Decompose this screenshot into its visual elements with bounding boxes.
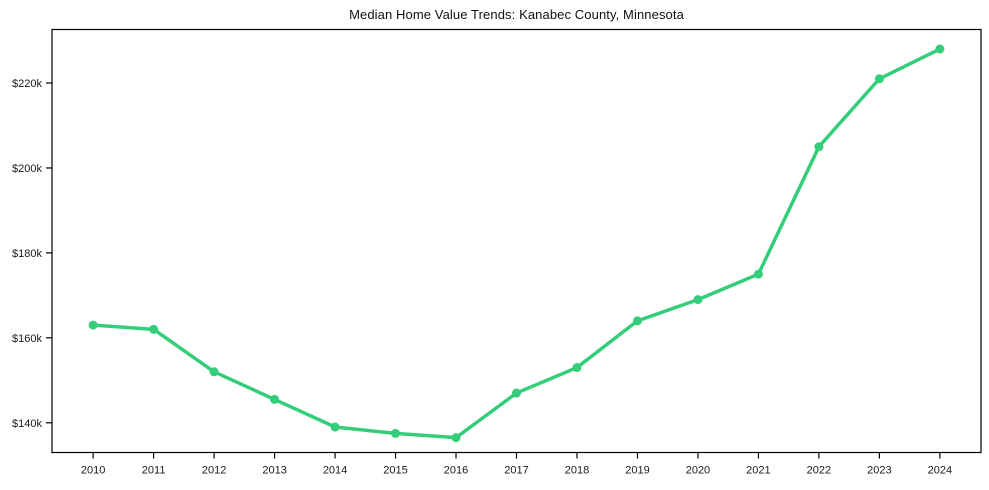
y-tick-label: $220k <box>12 78 42 90</box>
x-tick-label: 2012 <box>202 465 226 477</box>
x-tick-label: 2013 <box>262 465 286 477</box>
data-point-marker <box>814 142 824 152</box>
data-point-marker <box>632 316 642 326</box>
chart-title: Median Home Value Trends: Kanabec County… <box>349 7 684 22</box>
x-tick-label: 2017 <box>504 465 528 477</box>
x-tick-label: 2010 <box>81 465 105 477</box>
y-tick-label: $160k <box>12 333 42 345</box>
x-tick-label: 2020 <box>686 465 710 477</box>
x-tick-label: 2018 <box>565 465 589 477</box>
data-point-marker <box>209 367 219 377</box>
data-point-marker <box>88 320 98 330</box>
data-point-marker <box>572 363 582 373</box>
data-point-marker <box>693 295 703 305</box>
data-point-marker <box>149 324 159 334</box>
data-point-marker <box>753 269 763 279</box>
data-point-marker <box>512 388 521 398</box>
y-tick-label: $180k <box>12 248 42 260</box>
data-point-marker <box>270 394 280 404</box>
x-tick-label: 2023 <box>867 465 891 477</box>
data-point-marker <box>330 422 340 432</box>
x-tick-label: 2016 <box>444 465 468 477</box>
data-point-marker <box>451 433 461 443</box>
data-point-marker <box>391 428 401 438</box>
x-tick-label: 2021 <box>746 465 770 477</box>
x-tick-label: 2015 <box>383 465 407 477</box>
data-point-marker <box>874 74 884 84</box>
x-tick-label: 2014 <box>323 465 347 477</box>
trend-line <box>91 47 942 440</box>
x-tick-label: 2022 <box>807 465 831 477</box>
x-tick-label: 2024 <box>928 465 952 477</box>
y-tick-label: $200k <box>12 163 42 175</box>
y-tick-label: $140k <box>12 418 42 430</box>
x-tick-label: 2019 <box>625 465 649 477</box>
data-point-marker <box>935 44 945 54</box>
x-tick-label: 2011 <box>142 465 166 477</box>
